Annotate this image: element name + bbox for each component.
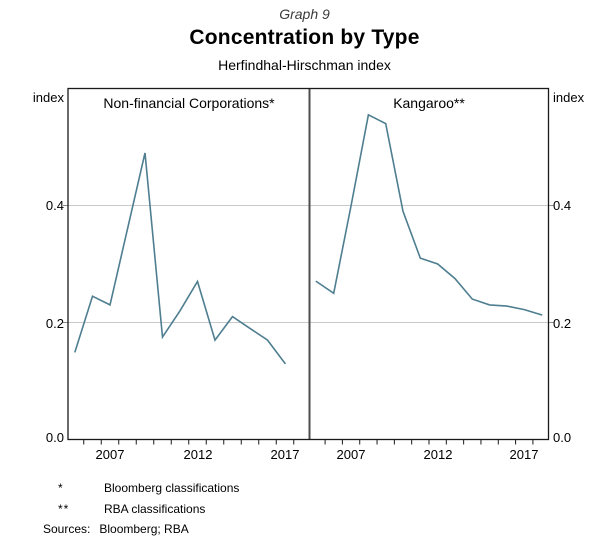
- y-tick-label-right-0.0: 0.0: [553, 430, 572, 445]
- y-tick-label-left-0.2: 0.2: [45, 316, 64, 331]
- sources-text: Bloomberg; RBA: [99, 522, 189, 536]
- sources-label: Sources:: [43, 522, 91, 536]
- y-tick-label-left-0.0: 0.0: [45, 430, 64, 445]
- series-line-kangaroo: [315, 113, 543, 316]
- x-tick-label-left-2012: 2012: [183, 447, 213, 462]
- y-tick-label-right-0.4: 0.4: [553, 198, 572, 213]
- chart-title: Concentration by Type: [189, 26, 420, 49]
- y-tick-label-left-0.4: 0.4: [45, 198, 64, 213]
- series-line-nonfinancial: [74, 152, 286, 365]
- x-tick-label-right-2012: 2012: [423, 447, 453, 462]
- sources-line: Sources: Bloomberg; RBA: [43, 522, 189, 536]
- panel-label-nonfinancial: Non-financial Corporations*: [103, 95, 275, 111]
- footnote-marker: **: [58, 502, 70, 516]
- footnote-rba: ** RBA classifications: [58, 502, 205, 516]
- y-axis-unit-left: index: [32, 90, 64, 105]
- panel-label-kangaroo: Kangaroo**: [393, 95, 465, 111]
- y-axis-unit-right: index: [553, 90, 585, 105]
- y-tick-label-right-0.2: 0.2: [553, 316, 572, 331]
- footnote-bloomberg: * Bloomberg classifications: [58, 481, 239, 495]
- plot-frame: [67, 87, 550, 441]
- x-tick-label-left-2017: 2017: [270, 447, 300, 462]
- footnote-marker: *: [58, 481, 64, 495]
- footnote-text: Bloomberg classifications: [104, 481, 240, 495]
- chart-subtitle: Herfindhal-Hirschman index: [218, 57, 391, 73]
- x-tick-label-right-2017: 2017: [509, 447, 539, 462]
- footnote-text: RBA classifications: [104, 502, 206, 516]
- x-tick-label-left-2007: 2007: [95, 447, 125, 462]
- graph-number: Graph 9: [279, 6, 330, 22]
- x-tick-label-right-2007: 2007: [336, 447, 366, 462]
